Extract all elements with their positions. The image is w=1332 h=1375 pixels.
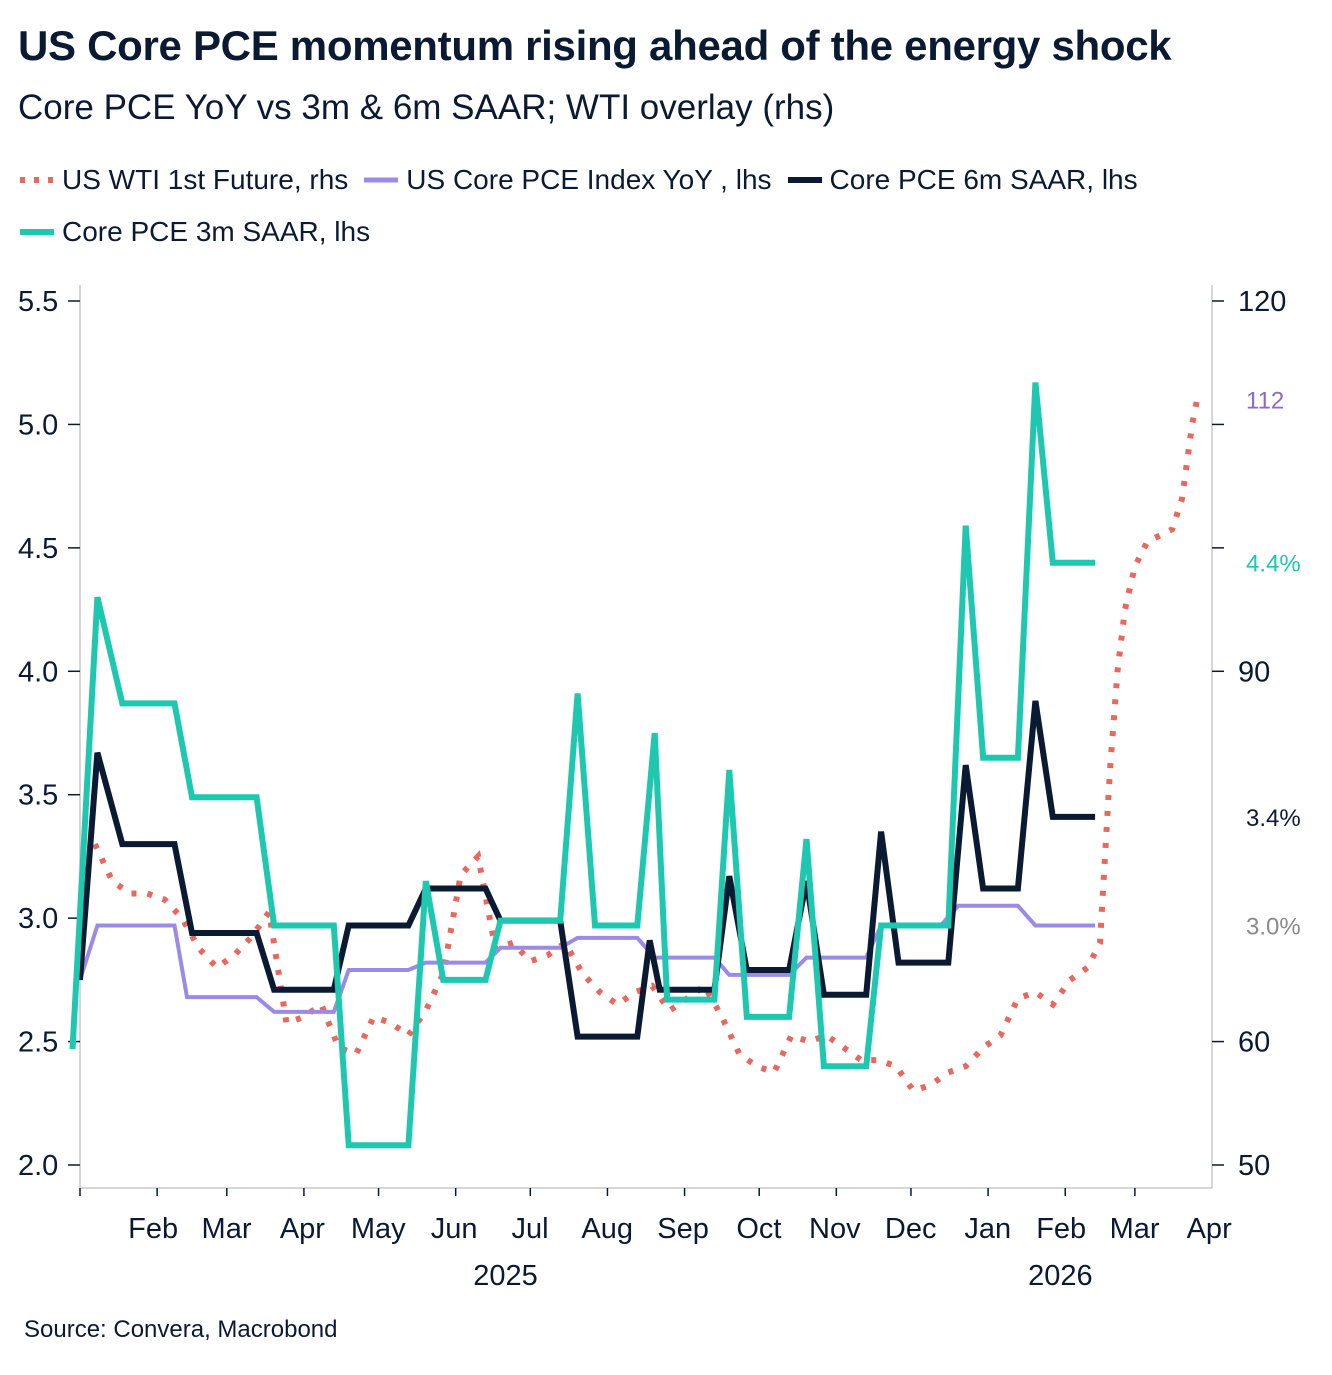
legend-label-wti: US WTI 1st Future, rhs (62, 164, 349, 195)
right-tick-label: 50 (1238, 1150, 1270, 1182)
legend-item-3m-saar: Core PCE 3m SAAR, lhs (18, 216, 370, 248)
left-tick-label: 2.0 (18, 1150, 58, 1182)
series-line-wti (92, 399, 1201, 1095)
legend-label-core-yoy: US Core PCE Index YoY , lhs (406, 164, 772, 195)
x-tick-label: Feb (1036, 1213, 1086, 1245)
legend-row-1: US WTI 1st Future, rhs US Core PCE Index… (18, 164, 1152, 196)
end-label: 3.0% (1246, 914, 1301, 941)
x-tick-label: Oct (736, 1213, 781, 1245)
x-tick-label: Dec (885, 1213, 937, 1245)
x-year-label: 2025 (473, 1260, 538, 1292)
left-tick-label: 4.5 (18, 533, 58, 565)
x-tick-label: Feb (128, 1213, 178, 1245)
x-tick-label: Jan (964, 1213, 1011, 1245)
end-label: 4.4% (1246, 551, 1301, 578)
x-tick-label: Sep (657, 1213, 709, 1245)
left-tick-label: 3.0 (18, 903, 58, 935)
left-tick-label: 5.5 (18, 286, 58, 318)
x-tick-label: Mar (1110, 1213, 1160, 1245)
chart-title: US Core PCE momentum rising ahead of the… (18, 22, 1172, 69)
left-tick-label: 5.0 (18, 409, 58, 441)
end-label-bg (1238, 796, 1302, 833)
legend-swatch-6m-saar (787, 177, 822, 183)
end-label-bg (1238, 905, 1302, 942)
chart-plot: 2.0 2.5 3.0 3.5 4.0 4.5 5.0 5.5 50 60 90 120 Feb Mar A… (18, 285, 1302, 1292)
x-tick-label: Jun (431, 1213, 478, 1245)
source-note: Source: Convera, Macrobond (24, 1316, 338, 1343)
end-label: 112 (1246, 388, 1284, 415)
legend-swatch-core-yoy (364, 177, 399, 183)
left-tick-label: 4.0 (18, 656, 58, 688)
legend-row-2: Core PCE 3m SAAR, lhs (18, 216, 384, 248)
x-tick-label: Aug (581, 1213, 633, 1245)
end-label: 3.4% (1246, 805, 1301, 832)
right-tick-label: 120 (1238, 286, 1286, 318)
left-tick-label: 3.5 (18, 780, 58, 812)
series-line-core-yoy (78, 903, 1096, 1014)
x-year-label: 2026 (1028, 1260, 1093, 1292)
legend-swatch-3m-saar (20, 229, 54, 235)
right-tick-label: 90 (1238, 656, 1270, 688)
series-line-3m-saar (69, 382, 1096, 1149)
x-tick-label: Nov (809, 1213, 861, 1245)
left-tick-label: 2.5 (18, 1027, 58, 1059)
legend-item-6m-saar: Core PCE 6m SAAR, lhs (786, 164, 1138, 196)
x-tick-label: Mar (202, 1213, 252, 1245)
x-tick-label: Apr (280, 1213, 325, 1245)
legend-swatch-wti (20, 177, 54, 183)
legend-label-6m-saar: Core PCE 6m SAAR, lhs (829, 164, 1138, 195)
x-tick-label: Jul (512, 1213, 549, 1245)
x-tick-label: May (351, 1213, 406, 1245)
right-tick-label: 60 (1238, 1027, 1270, 1059)
end-label-bg (1238, 542, 1302, 579)
legend-label-3m-saar: Core PCE 3m SAAR, lhs (62, 216, 371, 247)
x-tick-label: Apr (1187, 1213, 1232, 1245)
chart-subtitle: Core PCE YoY vs 3m & 6m SAAR; WTI overla… (18, 88, 835, 127)
end-label-bg (1238, 379, 1302, 416)
legend-item-core-yoy: US Core PCE Index YoY , lhs (362, 164, 772, 196)
legend-item-wti: US WTI 1st Future, rhs (18, 164, 348, 196)
series-line-6m-saar (77, 700, 1096, 1040)
